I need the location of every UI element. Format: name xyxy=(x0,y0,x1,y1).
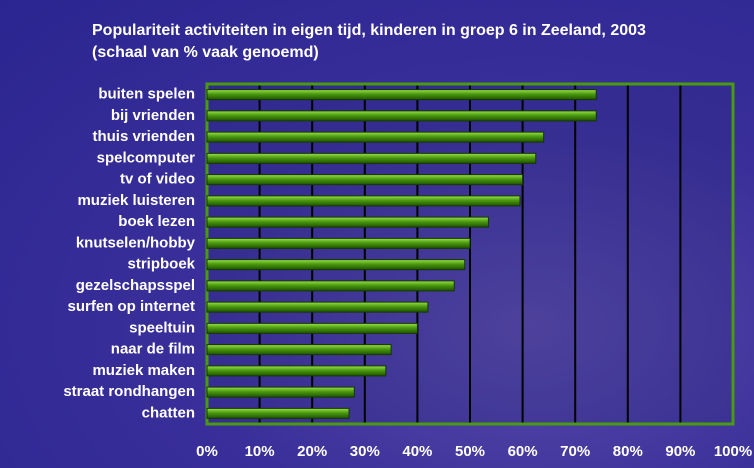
y-tick-label: boek lezen xyxy=(118,213,195,230)
y-tick-label: chatten xyxy=(142,404,195,421)
chart-title: Populariteit activiteiten in eigen tijd,… xyxy=(92,20,692,64)
bar xyxy=(207,196,520,206)
x-tick-label: 40% xyxy=(402,443,432,460)
x-tick-label: 20% xyxy=(297,443,327,460)
x-tick-label: 30% xyxy=(350,443,380,460)
x-tick-label: 0% xyxy=(196,443,218,460)
bar xyxy=(207,345,391,355)
bar xyxy=(207,281,454,291)
y-tick-label: speeltuin xyxy=(129,319,195,336)
bar xyxy=(207,153,536,163)
y-tick-label: bij vrienden xyxy=(111,107,195,124)
x-tick-label: 10% xyxy=(245,443,275,460)
bar xyxy=(207,408,349,418)
y-tick-label: tv of video xyxy=(120,171,195,188)
x-tick-label: 70% xyxy=(560,443,590,460)
y-tick-label: stripboek xyxy=(127,256,195,273)
y-tick-label: gezelschapsspel xyxy=(76,277,195,294)
x-tick-label: 80% xyxy=(613,443,643,460)
y-tick-label: straat rondhangen xyxy=(63,383,195,400)
bar xyxy=(207,175,523,185)
bar xyxy=(207,387,354,397)
bar xyxy=(207,132,544,142)
bar xyxy=(207,111,596,121)
y-tick-label: buiten spelen xyxy=(98,86,195,103)
y-tick-label: knutselen/hobby xyxy=(76,234,196,251)
x-tick-label: 50% xyxy=(455,443,485,460)
y-tick-label: muziek maken xyxy=(92,362,195,379)
y-tick-label: spelcomputer xyxy=(97,149,196,166)
bar xyxy=(207,90,596,100)
y-tick-label: thuis vrienden xyxy=(92,128,195,145)
bar xyxy=(207,217,488,227)
x-tick-label: 90% xyxy=(665,443,695,460)
y-tick-label: naar de film xyxy=(111,341,195,358)
y-tick-label: surfen op internet xyxy=(67,298,195,315)
bar xyxy=(207,323,417,333)
chart: 0% 10% 20% 30% 40% 50% 60% 70% 80% 90% 100% buiten … xyxy=(0,0,754,468)
bar xyxy=(207,366,386,376)
bar xyxy=(207,238,470,248)
bar xyxy=(207,302,428,312)
x-tick-label: 60% xyxy=(508,443,538,460)
chart-svg: 0% 10% 20% 30% 40% 50% 60% 70% 80% 90% 100% buiten … xyxy=(0,0,754,468)
y-tick-label: muziek luisteren xyxy=(77,192,195,209)
bar xyxy=(207,260,465,270)
x-tick-label: 100% xyxy=(714,443,752,460)
